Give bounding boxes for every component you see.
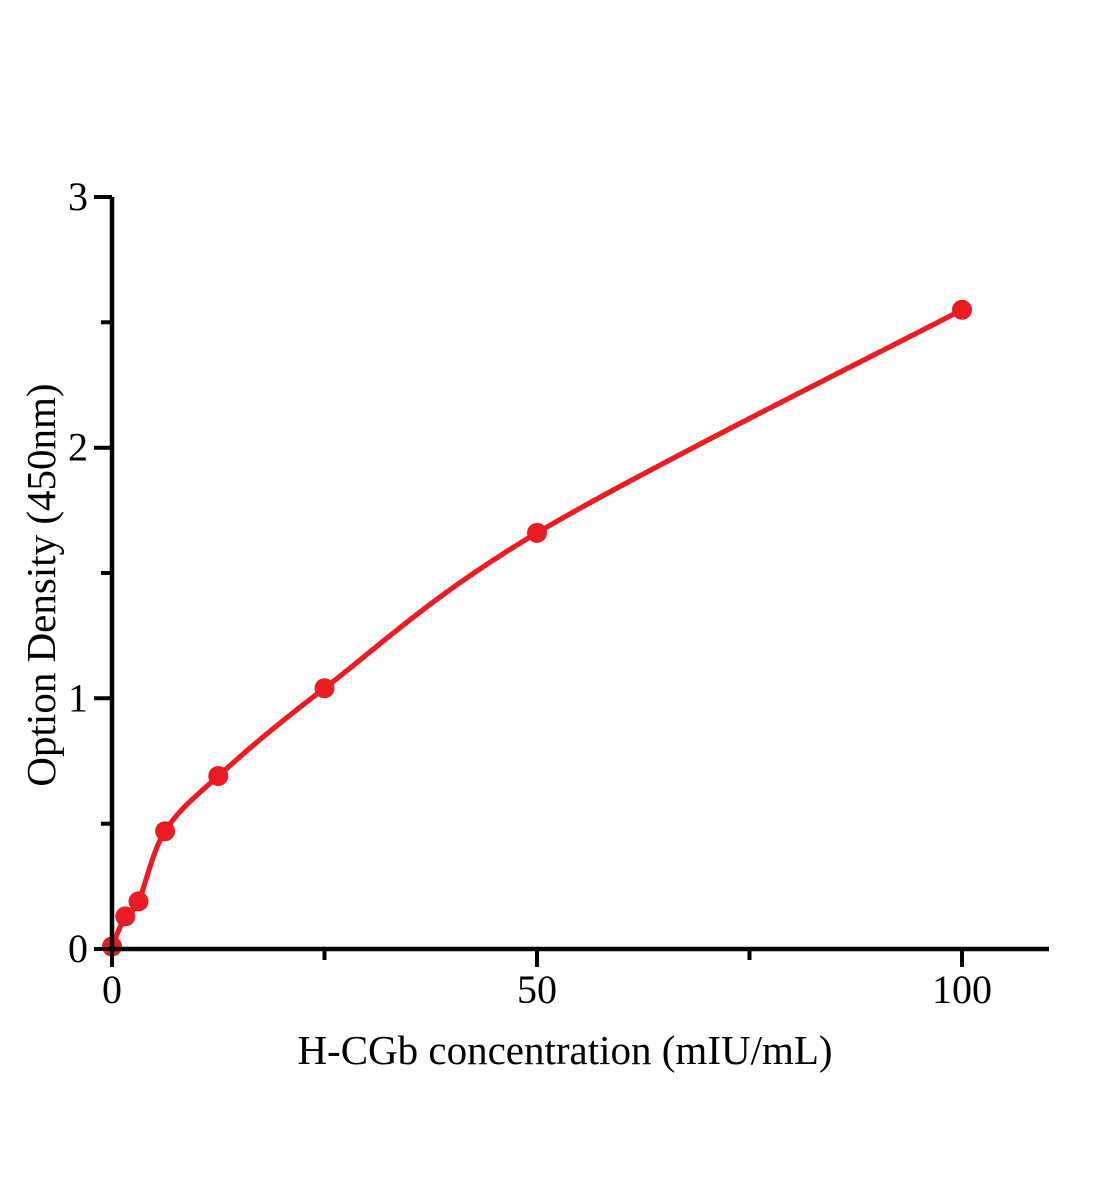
fit-curve-line — [109, 307, 965, 950]
data-point-1.56 — [115, 906, 136, 927]
y-tick-label-1: 1 — [68, 675, 88, 720]
data-point-6.25 — [155, 821, 176, 842]
y-axis-title: Option Density (450nm) — [18, 383, 64, 786]
data-point-50 — [527, 522, 547, 543]
data-point-3.12 — [128, 891, 149, 912]
data-point-12.5 — [208, 766, 229, 786]
axes-layer: 0 50 100 0 1 2 3 — [68, 174, 1049, 1012]
series-layer — [102, 299, 972, 957]
y-tick-label-0: 0 — [68, 926, 88, 971]
y-tick-label-2: 2 — [68, 425, 88, 470]
x-tick-label-0: 0 — [102, 967, 122, 1012]
y-tick-label-3: 3 — [68, 174, 88, 219]
data-point-100 — [952, 299, 972, 320]
x-tick-label-100: 100 — [932, 967, 992, 1012]
data-point-25 — [314, 678, 335, 699]
x-axis-title: H-CGb concentration (mIU/mL) — [297, 1027, 832, 1073]
x-tick-label-50: 50 — [517, 967, 557, 1012]
